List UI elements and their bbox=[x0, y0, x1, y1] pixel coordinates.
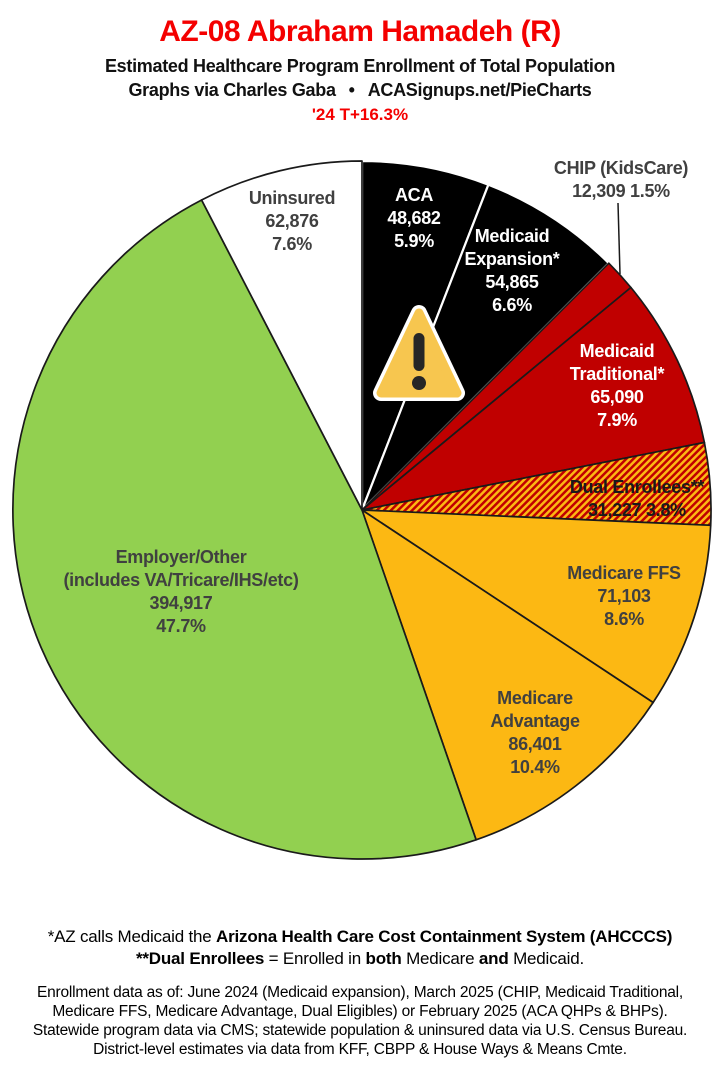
label-line: 7.6% bbox=[272, 234, 312, 254]
footnote-text: = Enrolled in bbox=[264, 949, 366, 968]
trump-margin-note: '24 T+16.3% bbox=[311, 105, 409, 124]
slice-label-medicaid-traditional: Medicaid Traditional* 65,090 7.9% bbox=[569, 340, 665, 432]
label-line: Traditional* bbox=[569, 364, 665, 384]
label-line: Medicare bbox=[497, 688, 573, 708]
footnote-bold: both bbox=[365, 949, 402, 968]
credit-line: Graphs via Charles Gaba • ACASignups.net… bbox=[0, 80, 720, 101]
label-line: 62,876 bbox=[265, 211, 319, 231]
slice-label-aca: ACA 48,682 5.9% bbox=[387, 184, 441, 253]
label-line: Uninsured bbox=[248, 188, 336, 208]
slice-label-medicare-advantage: Medicare Advantage 86,401 10.4% bbox=[490, 687, 580, 779]
chip-leader-line bbox=[617, 202, 621, 275]
footnote-bold: and bbox=[478, 949, 509, 968]
footnote-ahcccs: *AZ calls Medicaid the Arizona Health Ca… bbox=[0, 926, 720, 948]
label-line: Dual Enrollees** bbox=[569, 477, 705, 497]
slice-label-employer-other: Employer/Other (includes VA/Tricare/IHS/… bbox=[63, 546, 298, 638]
chart-area bbox=[0, 150, 720, 870]
footnotes: *AZ calls Medicaid the Arizona Health Ca… bbox=[0, 926, 720, 1059]
warning-triangle-icon bbox=[373, 305, 465, 401]
label-line: (includes VA/Tricare/IHS/etc) bbox=[63, 570, 299, 590]
footnote-text: Medicaid. bbox=[508, 949, 585, 968]
footnote-bold: **Dual Enrollees bbox=[135, 949, 265, 968]
slice-label-dual-enrollees: Dual Enrollees** 31,227 3.8% bbox=[569, 476, 705, 522]
source-notes: Enrollment data as of: June 2024 (Medica… bbox=[0, 983, 720, 1059]
footnote-dual: **Dual Enrollees = Enrolled in both Medi… bbox=[0, 948, 720, 970]
label-line: Medicaid bbox=[579, 341, 655, 361]
label-line: 6.6% bbox=[492, 295, 532, 315]
footnote-text: Medicare bbox=[401, 949, 479, 968]
pie-slice-medicaid-traditional bbox=[361, 286, 706, 511]
footnote-bold: Arizona Health Care Cost Containment Sys… bbox=[216, 927, 673, 946]
source-line: District-level estimates via data from K… bbox=[93, 1041, 627, 1058]
label-line: 394,917 bbox=[149, 593, 213, 613]
label-line: 12,309 1.5% bbox=[572, 181, 670, 201]
source-line: Statewide program data via CMS; statewid… bbox=[32, 1022, 688, 1039]
label-line: 7.9% bbox=[597, 410, 637, 430]
label-line: Advantage bbox=[490, 711, 580, 731]
pie-chart-svg bbox=[12, 159, 712, 860]
label-line: Expansion* bbox=[464, 249, 560, 269]
slice-label-chip: CHIP (KidsCare) 12,309 1.5% bbox=[553, 157, 689, 203]
pie-slice-employer-other bbox=[12, 199, 477, 860]
slice-label-uninsured: Uninsured 62,876 7.6% bbox=[248, 187, 336, 256]
label-line: 65,090 bbox=[590, 387, 644, 407]
pie-slice-medicare-ffs bbox=[361, 509, 712, 704]
label-line: CHIP (KidsCare) bbox=[553, 158, 689, 178]
label-line: Medicare FFS bbox=[567, 563, 681, 583]
slice-label-medicare-ffs: Medicare FFS 71,103 8.6% bbox=[567, 562, 681, 631]
label-line: 48,682 bbox=[387, 208, 441, 228]
label-line: Medicaid bbox=[474, 226, 550, 246]
pie-slice-medicare-advantage bbox=[361, 509, 654, 841]
source-line: Medicare FFS, Medicare Advantage, Dual E… bbox=[52, 1003, 668, 1020]
label-line: 54,865 bbox=[485, 272, 539, 292]
bullet-separator: • bbox=[348, 80, 355, 100]
credit-author: Graphs via Charles Gaba bbox=[128, 80, 336, 100]
pie-slice-uninsured bbox=[200, 160, 363, 511]
pie-slice-medicaid-expansion bbox=[360, 183, 610, 512]
slice-label-medicaid-expansion: Medicaid Expansion* 54,865 6.6% bbox=[464, 225, 559, 317]
label-line: 8.6% bbox=[604, 609, 644, 629]
credit-site: ACASignups.net/PieCharts bbox=[367, 80, 592, 100]
chart-subtitle: Estimated Healthcare Program Enrollment … bbox=[104, 56, 616, 76]
footnote-text: *AZ calls Medicaid the bbox=[47, 927, 217, 946]
pie-slices bbox=[12, 159, 712, 860]
label-line: Employer/Other bbox=[115, 547, 247, 567]
header: AZ-08 Abraham Hamadeh (R) Estimated Heal… bbox=[0, 0, 720, 125]
source-line: Enrollment data as of: June 2024 (Medica… bbox=[36, 984, 684, 1001]
label-line: 10.4% bbox=[510, 757, 560, 777]
label-line: 31,227 3.8% bbox=[588, 500, 686, 520]
label-line: 86,401 bbox=[508, 734, 562, 754]
label-line: 71,103 bbox=[597, 586, 651, 606]
label-line: ACA bbox=[394, 185, 434, 205]
label-line: 47.7% bbox=[156, 616, 206, 636]
page-title: AZ-08 Abraham Hamadeh (R) bbox=[159, 15, 561, 48]
label-line: 5.9% bbox=[394, 231, 434, 251]
